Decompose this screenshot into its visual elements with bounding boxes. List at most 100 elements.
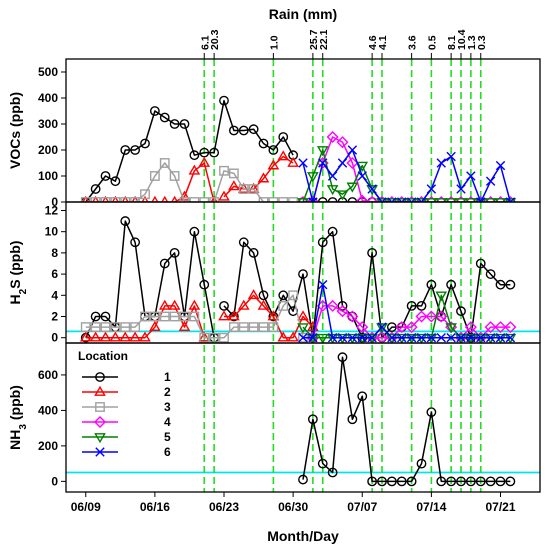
data-point-location-6 bbox=[308, 197, 318, 202]
y-tick-label: 4 bbox=[51, 288, 58, 302]
data-point-location-5 bbox=[326, 185, 339, 196]
data-point-location-3 bbox=[110, 197, 121, 202]
data-point-location-2 bbox=[149, 320, 161, 331]
data-point-location-6 bbox=[357, 171, 367, 181]
data-point-location-4 bbox=[336, 305, 349, 318]
data-point-location-5 bbox=[455, 333, 467, 343]
x-tick-label: 06/09 bbox=[71, 500, 101, 514]
data-point-location-1 bbox=[317, 197, 328, 202]
data-point-location-1 bbox=[248, 124, 259, 135]
data-point-location-2 bbox=[188, 164, 201, 175]
data-point-location-1 bbox=[248, 247, 259, 258]
data-point-location-1 bbox=[446, 476, 457, 487]
series-line-location-2 bbox=[85, 162, 215, 202]
y-tick-label: 600 bbox=[38, 368, 58, 382]
data-point-location-5 bbox=[465, 198, 477, 202]
series-line-location-3 bbox=[85, 294, 304, 339]
data-point-location-2 bbox=[228, 180, 240, 191]
data-point-location-1 bbox=[505, 279, 516, 290]
data-point-location-5 bbox=[336, 333, 349, 343]
data-point-location-1 bbox=[505, 476, 516, 487]
data-point-location-1 bbox=[347, 197, 358, 202]
data-point-location-1 bbox=[367, 476, 378, 487]
data-point-location-2 bbox=[247, 182, 260, 193]
data-point-location-6 bbox=[485, 333, 496, 343]
legend-label: 1 bbox=[164, 370, 171, 384]
data-point-location-3 bbox=[120, 197, 131, 202]
data-point-location-5 bbox=[445, 198, 457, 202]
data-point-location-1 bbox=[317, 237, 328, 248]
data-point-location-2 bbox=[92, 195, 100, 202]
data-point-location-1 bbox=[100, 171, 111, 181]
y-tick-label: 200 bbox=[38, 143, 58, 157]
data-point-location-2 bbox=[218, 190, 230, 201]
y-tick-label: 2 bbox=[51, 309, 58, 323]
x-tick-label: 07/14 bbox=[416, 500, 446, 514]
data-point-location-1 bbox=[278, 290, 289, 301]
data-point-location-5 bbox=[405, 198, 418, 202]
data-point-location-6 bbox=[426, 184, 437, 194]
data-point-location-3 bbox=[169, 311, 180, 322]
data-point-location-3 bbox=[149, 171, 160, 181]
data-point-location-1 bbox=[219, 95, 229, 106]
data-point-location-2 bbox=[158, 299, 171, 310]
data-point-location-3 bbox=[179, 311, 190, 322]
data-point-location-2 bbox=[141, 195, 149, 202]
rain-amount-label: 10.4 bbox=[456, 29, 468, 50]
data-point-location-1 bbox=[199, 279, 210, 290]
data-point-location-6 bbox=[416, 333, 427, 343]
y-tick-label: 0 bbox=[51, 331, 58, 345]
data-point-location-3 bbox=[278, 197, 289, 202]
data-point-location-1 bbox=[495, 279, 506, 290]
data-point-location-3 bbox=[159, 158, 170, 168]
data-point-location-6 bbox=[416, 197, 427, 202]
data-point-location-3 bbox=[169, 171, 180, 181]
data-point-location-6 bbox=[347, 145, 358, 155]
data-point-location-3 bbox=[140, 311, 150, 322]
data-point-location-2 bbox=[109, 331, 122, 342]
data-point-location-6 bbox=[505, 197, 516, 202]
x-tick-label: 07/21 bbox=[485, 500, 515, 514]
data-point-location-6 bbox=[318, 158, 328, 168]
series-line-location-2 bbox=[224, 294, 314, 339]
data-point-location-3 bbox=[219, 332, 229, 343]
data-point-location-2 bbox=[198, 331, 211, 342]
data-point-location-5 bbox=[316, 146, 329, 157]
data-point-location-5 bbox=[386, 333, 398, 343]
y-tick-label: 12 bbox=[45, 203, 59, 217]
data-point-location-2 bbox=[237, 182, 250, 193]
data-point-location-5 bbox=[445, 323, 457, 334]
data-point-location-5 bbox=[297, 198, 309, 202]
panel-frame bbox=[65, 342, 541, 493]
data-point-location-1 bbox=[278, 132, 289, 142]
y-tick-label: 400 bbox=[38, 91, 58, 105]
data-point-location-3 bbox=[248, 322, 259, 332]
data-point-location-1 bbox=[327, 226, 338, 237]
data-point-location-1 bbox=[446, 279, 457, 290]
data-point-location-5 bbox=[435, 291, 448, 302]
data-point-location-1 bbox=[357, 391, 368, 402]
data-point-location-1 bbox=[268, 145, 279, 155]
data-point-location-1 bbox=[367, 247, 378, 258]
data-point-location-1 bbox=[169, 247, 180, 258]
data-point-location-2 bbox=[297, 310, 309, 321]
data-point-location-2 bbox=[119, 331, 132, 342]
data-point-location-1 bbox=[90, 311, 101, 322]
data-point-location-3 bbox=[130, 197, 141, 202]
data-point-location-1 bbox=[228, 125, 239, 136]
data-point-location-5 bbox=[494, 198, 507, 202]
data-point-location-3 bbox=[268, 197, 279, 202]
data-point-location-1 bbox=[238, 237, 249, 248]
data-point-location-5 bbox=[494, 333, 507, 343]
data-point-location-5 bbox=[405, 333, 418, 343]
data-point-location-6 bbox=[327, 171, 338, 181]
data-point-location-6 bbox=[327, 333, 338, 343]
data-point-location-6 bbox=[476, 197, 486, 202]
data-point-location-6 bbox=[387, 197, 397, 202]
data-point-location-6 bbox=[456, 333, 466, 343]
panel-frame bbox=[65, 58, 541, 203]
series-line-location-6 bbox=[302, 149, 512, 202]
x-tick-label: 07/07 bbox=[347, 500, 377, 514]
rain-amount-label: 0.3 bbox=[476, 35, 488, 50]
